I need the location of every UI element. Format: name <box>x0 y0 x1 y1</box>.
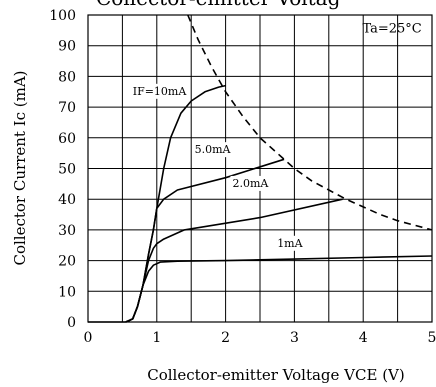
curve-label: 2.0mA <box>230 175 272 191</box>
series-line-3 <box>125 255 433 323</box>
y-tick-label: 10 <box>58 284 76 300</box>
ambient-temperature-label: Ta=25°C <box>362 21 421 36</box>
y-tick-label: 60 <box>58 131 76 147</box>
x-tick-label: 5 <box>428 330 436 346</box>
curve-label-background <box>275 235 306 251</box>
plot-frame <box>87 14 433 323</box>
plot-border <box>87 14 433 323</box>
y-tick-label: 90 <box>58 39 76 55</box>
y-axis-title: Collector Current Ic (mA) <box>11 70 29 265</box>
curve-label-text: IF=10mA <box>133 85 188 98</box>
curve-label-text: 5.0mA <box>195 143 232 156</box>
y-tick-label: 50 <box>58 162 76 178</box>
x-tick-label: 1 <box>152 330 161 346</box>
x-axis-title: Collector-emitter Voltage VCE (V) <box>147 366 405 384</box>
curve-labels: IF=10mA 5.0mA 2.0mA 1mA <box>130 83 306 251</box>
y-tick-label: 40 <box>58 192 76 208</box>
curve-label: 5.0mA <box>192 142 234 158</box>
y-tick-label: 70 <box>58 100 76 116</box>
chart-title: Collector-emitter Voltag <box>96 0 341 10</box>
curve-label-text: 1mA <box>277 237 303 250</box>
curve-label-background <box>230 175 272 191</box>
y-tick-label: 30 <box>58 223 76 239</box>
curve-label: IF=10mA <box>130 83 190 99</box>
y-tick-label: 0 <box>67 315 76 331</box>
x-tick-label: 3 <box>290 330 299 346</box>
x-tick-label: 4 <box>359 330 368 346</box>
x-tick-labels: 0 1 2 3 4 5 <box>84 330 436 346</box>
y-tick-labels: 0 10 20 30 40 50 60 70 80 90 100 <box>49 8 76 331</box>
curve-label-text: 2.0mA <box>232 177 269 190</box>
curve-label-background <box>130 83 190 99</box>
x-tick-label: 2 <box>221 330 230 346</box>
y-tick-label: 80 <box>58 69 76 85</box>
y-tick-label: 20 <box>58 254 76 270</box>
x-tick-label: 0 <box>84 330 93 346</box>
curve-label-background <box>192 142 234 158</box>
curve-label: 1mA <box>275 235 306 251</box>
series-layer <box>88 84 433 323</box>
y-tick-label: 100 <box>49 8 76 24</box>
